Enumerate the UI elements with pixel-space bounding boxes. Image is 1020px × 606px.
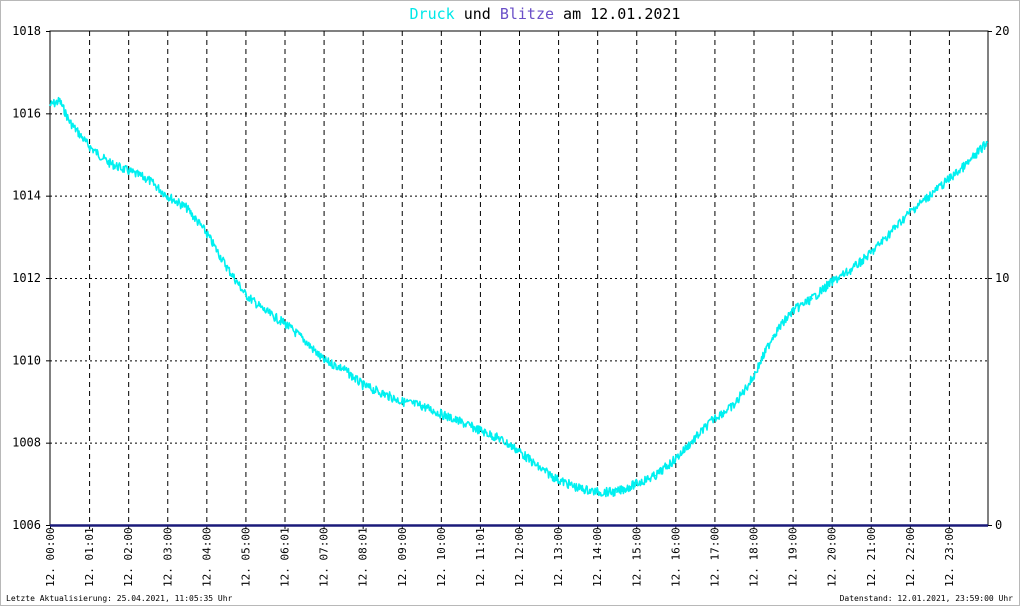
chart-title: Druck und Blitze am 12.01.2021 (410, 5, 681, 23)
x-tick-label: 12. 16:00 (669, 527, 682, 587)
series-druck-point (420, 404, 423, 407)
series-druck-point (459, 421, 462, 423)
y-right-tick-label: 10 (995, 271, 1009, 285)
x-tick-label: 12. 03:00 (161, 527, 174, 587)
x-tick-label: 12. 02:00 (122, 527, 135, 587)
y-left-tick-label: 1010 (12, 353, 41, 367)
series-druck-point (88, 145, 90, 148)
x-tick-label: 12. 06:01 (279, 527, 292, 587)
series-druck-point (791, 310, 794, 312)
y-left-tick-label: 1018 (12, 24, 41, 38)
series-druck-line (49, 96, 988, 498)
series-druck-point (928, 194, 931, 197)
series-druck-point (537, 466, 540, 469)
title-blitze: Blitze (500, 5, 554, 23)
series-druck-point (303, 338, 305, 341)
series-druck-point (615, 491, 618, 493)
x-tick-label: 12. 21:00 (865, 527, 878, 587)
series-druck-point (909, 211, 911, 213)
series-druck-point (49, 104, 51, 106)
series-druck-point (674, 458, 677, 460)
x-tick-label: 12. 10:00 (435, 527, 448, 587)
series-druck-point (205, 231, 208, 234)
series-druck-point (557, 478, 559, 481)
series-druck-point (440, 413, 442, 415)
x-tick-label: 12. 08:01 (357, 527, 370, 587)
x-tick-label: 12. 18:00 (748, 527, 761, 587)
series-druck-point (752, 376, 755, 378)
series-druck-point (479, 429, 481, 432)
title-druck: Druck (410, 5, 455, 23)
x-tick-label: 12. 19:00 (787, 527, 800, 587)
x-tick-label: 12. 23:00 (943, 527, 956, 587)
series-druck-point (68, 120, 71, 123)
x-tick-label: 12. 14:00 (591, 527, 604, 587)
series-druck-point (596, 491, 598, 493)
x-tick-label: 12. 05:00 (239, 527, 252, 587)
series-druck-point (733, 404, 735, 407)
y-axis-right: 0 10 20 (988, 24, 1009, 532)
y-left-tick-label: 1006 (12, 518, 41, 532)
series-druck-point (264, 310, 266, 312)
series-druck-point (342, 367, 344, 370)
x-tick-label: 12. 17:00 (708, 527, 721, 587)
x-tick-label: 12. 09:00 (396, 527, 409, 587)
series-druck-point (225, 264, 227, 267)
series-druck-point (772, 334, 774, 337)
x-tick-label: 12. 00:00 (44, 527, 57, 587)
y-axis-left: 1006 1008 1010 1012 1014 1016 1018 (12, 24, 50, 532)
series-druck-point (830, 281, 833, 283)
series-druck-point (986, 141, 989, 143)
series-druck-point (967, 161, 970, 164)
series-druck-point (127, 170, 129, 172)
series-druck-point (322, 359, 325, 362)
x-tick-label: 12. 07:00 (318, 527, 331, 587)
y-right-tick-label: 20 (995, 24, 1009, 38)
x-tick-label: 12. 12:00 (513, 527, 526, 587)
series-druck-point (381, 392, 384, 395)
series-druck-point (518, 450, 520, 452)
title-und: und (455, 5, 500, 23)
series-druck-point (576, 487, 579, 489)
x-tick-label: 12. 13:00 (552, 527, 565, 587)
series-druck-point (654, 474, 657, 477)
series-druck-point (166, 194, 169, 197)
series-druck-point (244, 293, 247, 296)
series-druck-point (869, 252, 872, 255)
series-druck-point (283, 322, 286, 325)
x-tick-label: 12. 01:01 (83, 527, 96, 587)
series-druck-point (361, 384, 364, 386)
series-druck-point (948, 178, 950, 180)
x-tick-label: 12. 11:01 (474, 527, 487, 587)
y-left-tick-label: 1008 (12, 436, 41, 450)
series-druck-point (811, 297, 813, 300)
x-tick-label: 12. 04:00 (200, 527, 213, 587)
title-date: am 12.01.2021 (554, 5, 680, 23)
series-druck-point (185, 207, 188, 209)
series-layer (49, 96, 989, 527)
series-druck-point (498, 437, 501, 440)
y-right-tick-label: 0 (995, 518, 1002, 532)
series-druck-point (694, 437, 696, 440)
series-druck-point (58, 100, 61, 102)
x-tick-label: 12. 15:00 (630, 527, 643, 587)
footer-last-update: Letzte Aktualisierung: 25.04.2021, 11:05… (6, 594, 233, 603)
series-druck-point (850, 268, 853, 271)
series-druck-point (400, 400, 403, 403)
footer-data-status: Datenstand: 12.01.2021, 23:59:00 Uhr (840, 594, 1014, 603)
series-druck-point (635, 483, 638, 485)
y-left-tick-label: 1012 (12, 271, 41, 285)
series-druck-point (889, 231, 892, 234)
x-tick-label: 12. 20:00 (826, 527, 839, 587)
x-tick-label: 12. 22:00 (904, 527, 917, 587)
series-druck-point (146, 178, 149, 180)
series-druck-point (107, 161, 110, 164)
series-druck-point (713, 417, 716, 419)
y-left-tick-label: 1016 (12, 106, 41, 120)
y-left-tick-label: 1014 (12, 189, 41, 203)
x-axis: 12. 00:00 12. 01:01 12. 02:00 12. 03:00 12. … (44, 525, 956, 587)
